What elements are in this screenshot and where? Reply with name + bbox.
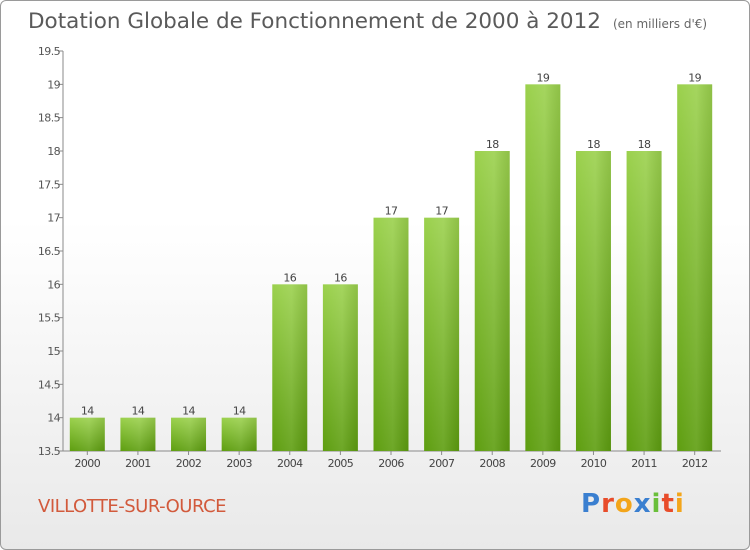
data-label: 14	[132, 405, 145, 418]
data-label: 14	[233, 405, 246, 418]
bar-shine	[525, 84, 561, 451]
axes: 13.5 14 14.5 15 15.5 16 16.5 17 17.5 18 18.5 19 19.5…	[38, 45, 721, 470]
bar-shine	[424, 217, 460, 451]
y-tick-label: 19	[47, 78, 60, 91]
y-tick-label: 14	[47, 412, 60, 425]
y-tick-label: 16	[47, 278, 60, 291]
x-tick-label: 2005	[328, 457, 354, 470]
logo-letter: i	[651, 489, 662, 519]
data-label: 19	[688, 71, 701, 84]
bar-shine	[120, 417, 156, 451]
x-tick-label: 2012	[682, 457, 708, 470]
y-tick-label: 14.5	[38, 378, 61, 391]
data-label: 16	[334, 271, 347, 284]
y-tick-label: 18.5	[38, 112, 61, 125]
y-tick-label: 17.5	[38, 178, 61, 191]
bars	[69, 84, 713, 451]
logo-letter: i	[674, 489, 685, 519]
data-label: 17	[435, 205, 448, 218]
data-label: 17	[385, 205, 398, 218]
x-tick-label: 2000	[75, 457, 101, 470]
data-label: 18	[638, 138, 651, 151]
x-tick-label: 2011	[631, 457, 657, 470]
chart-title: Dotation Globale de Fonctionnement de 20…	[28, 9, 707, 34]
logo-letter: x	[633, 489, 652, 519]
data-label: 19	[536, 71, 549, 84]
bar-shine	[69, 417, 105, 451]
logo-letter: t	[661, 489, 675, 519]
bar-shine	[373, 217, 409, 451]
bar-shine	[575, 151, 611, 451]
bar-shine	[272, 284, 308, 451]
proxiti-logo: Proxiti	[581, 489, 685, 519]
bar-shine	[171, 417, 207, 451]
logo-letter: o	[614, 489, 634, 519]
y-tick-label: 17	[47, 212, 60, 225]
logo-letter: r	[601, 489, 615, 519]
data-label: 14	[182, 405, 195, 418]
y-tick-label: 19.5	[38, 45, 61, 58]
data-label: 14	[81, 405, 94, 418]
bar-shine	[677, 84, 713, 451]
bar-shine	[474, 151, 510, 451]
bar-shine	[626, 151, 662, 451]
unit-note: (en milliers d'€)	[612, 17, 708, 31]
y-tick-label: 13.5	[38, 445, 61, 458]
x-tick-label: 2006	[378, 457, 404, 470]
y-tick-label: 15.5	[38, 312, 61, 325]
x-tick-label: 2010	[581, 457, 607, 470]
x-tick-label: 2007	[429, 457, 455, 470]
x-tick-label: 2004	[277, 457, 303, 470]
x-tick-label: 2003	[226, 457, 252, 470]
chart-title-text: Dotation Globale de Fonctionnement de 20…	[28, 9, 601, 34]
x-tick-label: 2008	[479, 457, 505, 470]
data-label: 18	[587, 138, 600, 151]
data-label: 16	[283, 271, 296, 284]
x-tick-label: 2001	[125, 457, 151, 470]
y-tick-label: 18	[47, 145, 60, 158]
x-tick-label: 2009	[530, 457, 556, 470]
data-label: 18	[486, 138, 499, 151]
y-tick-label: 16.5	[38, 245, 61, 258]
y-tick-label: 15	[47, 345, 60, 358]
logo-letter: P	[581, 489, 602, 519]
commune-name: VILLOTTE-SUR-OURCE	[38, 496, 227, 517]
bar-shine	[221, 417, 257, 451]
x-tick-label: 2002	[176, 457, 202, 470]
data-labels: 14 14 14 14 16 16 17 17 18 19 18 18 19	[81, 71, 702, 417]
bar-shine	[322, 284, 358, 451]
